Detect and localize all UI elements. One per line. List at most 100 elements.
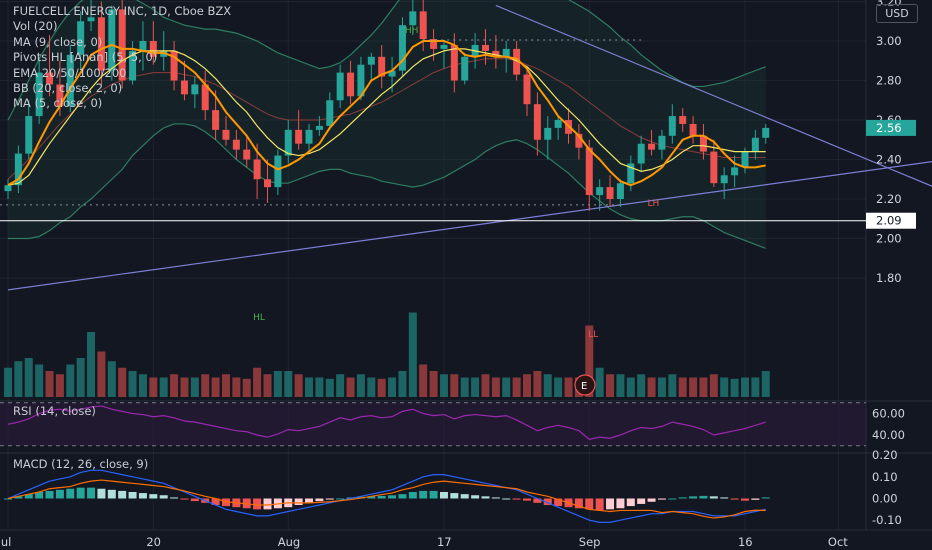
- volume-bar: [481, 374, 490, 397]
- macd-histogram-bar: [55, 489, 64, 499]
- volume-bar: [305, 377, 314, 397]
- volume-bar: [315, 377, 324, 397]
- volume-bar: [502, 377, 511, 397]
- ma9-line: [7, 48, 766, 186]
- macd-histogram-bar: [689, 496, 698, 499]
- volume-bar: [232, 377, 241, 397]
- candle-body: [108, 9, 116, 71]
- candle-body: [201, 84, 209, 111]
- macd-histogram-bar: [491, 497, 500, 499]
- candle-body: [77, 21, 85, 55]
- macd-histogram-bar: [253, 498, 262, 510]
- macd-histogram-bar: [471, 495, 480, 499]
- candle-body: [378, 56, 386, 77]
- candle-body: [284, 129, 292, 156]
- ma5-line: [7, 40, 766, 187]
- volume-bar: [273, 371, 282, 397]
- macd-histogram-bar: [128, 491, 137, 499]
- volume-bar: [221, 374, 230, 397]
- volume-bar: [180, 377, 189, 397]
- candle-body: [492, 50, 500, 57]
- macd-histogram-bar: [533, 498, 542, 503]
- volume-bar: [149, 377, 158, 397]
- x-axis-tick-label: Jul: [0, 535, 11, 549]
- macd-histogram-bar: [678, 497, 687, 499]
- macd-histogram-bar: [502, 498, 511, 500]
- macd-histogram-bar: [388, 495, 397, 499]
- support-price-label: 2.09: [876, 214, 902, 228]
- volume-bar: [35, 364, 44, 397]
- volume-bar: [730, 378, 739, 397]
- macd-histogram-bar: [543, 498, 552, 506]
- macd-histogram-bar: [4, 498, 12, 500]
- candle-body: [461, 56, 469, 81]
- volume-bar: [606, 374, 615, 397]
- macd-histogram-bar: [574, 498, 583, 509]
- price-tick-label: 3.00: [876, 34, 902, 48]
- candle-body: [222, 129, 230, 140]
- candle-body: [751, 137, 759, 152]
- candle-body: [305, 129, 313, 144]
- macd-histogram-bar: [149, 494, 158, 499]
- volume-bar: [626, 377, 635, 397]
- candle-body: [409, 11, 417, 26]
- indicator-bb[interactable]: BB (20, close, 2, 0): [13, 81, 123, 96]
- macd-histogram-bar: [637, 498, 646, 504]
- macd-histogram-bar: [263, 498, 272, 510]
- macd-histogram-bar: [180, 498, 189, 500]
- symbol-title[interactable]: FUELCELL ENERGY INC, 1D, Cboe BZX: [13, 4, 232, 18]
- indicator-pivots[interactable]: Pivots HL [Anan] (5, 5, 0): [13, 50, 158, 65]
- candle-body: [56, 84, 64, 107]
- candle-body: [648, 143, 656, 150]
- volume-bar: [564, 377, 573, 397]
- indicator-ma5[interactable]: MA (5, close, 0): [13, 96, 103, 111]
- candle-body: [554, 120, 562, 128]
- candle-body: [87, 17, 95, 22]
- candle-body: [118, 9, 126, 81]
- macd-histogram-bar: [657, 498, 666, 500]
- macd-histogram-bar: [398, 494, 407, 499]
- x-axis-tick-label: 16: [738, 535, 753, 549]
- volume-bar: [107, 361, 116, 397]
- macd-histogram-bar: [709, 496, 718, 499]
- volume-bar: [367, 377, 376, 397]
- rsi-title[interactable]: RSI (14, close): [13, 404, 96, 418]
- volume-bar: [408, 312, 417, 397]
- candle-body: [440, 44, 448, 49]
- volume-bar: [76, 358, 85, 397]
- indicator-vol[interactable]: Vol (20): [13, 19, 58, 34]
- volume-bar: [668, 374, 677, 397]
- volume-bar: [201, 374, 210, 397]
- currency-button[interactable]: USD: [876, 4, 918, 23]
- macd-histogram-bar: [315, 498, 324, 502]
- candle-body: [149, 41, 157, 57]
- volume-bar: [533, 371, 542, 397]
- macd-histogram-bar: [450, 493, 459, 499]
- volume-bar: [45, 371, 54, 397]
- indicator-ma9[interactable]: MA (9, close, 0): [13, 34, 103, 49]
- volume-bar: [471, 377, 480, 397]
- volume-bar: [118, 367, 127, 397]
- indicator-ema[interactable]: EMA 20/50/100/200: [13, 65, 127, 80]
- candle-body: [191, 84, 199, 95]
- candle-body: [450, 44, 458, 81]
- candle-body: [544, 127, 552, 140]
- volume-bar: [450, 374, 459, 397]
- candle-body: [398, 25, 406, 71]
- macd-histogram-bar: [24, 494, 33, 499]
- price-tick-label: 2.80: [876, 74, 902, 88]
- price-tick-label: 2.00: [876, 232, 902, 246]
- volume-bar: [554, 377, 563, 397]
- candle-body: [367, 56, 375, 65]
- macd-title[interactable]: MACD (12, 26, close, 9): [13, 457, 149, 471]
- volume-bar: [55, 374, 64, 397]
- candle-body: [212, 110, 220, 130]
- candle-body: [596, 187, 604, 196]
- pivot-lh-label: LH: [648, 199, 660, 209]
- last-price-badge: [866, 119, 916, 136]
- price-tick-label: 1.80: [876, 271, 902, 285]
- candle-body: [637, 143, 645, 164]
- candle-body: [336, 72, 344, 101]
- candle-body: [658, 135, 666, 150]
